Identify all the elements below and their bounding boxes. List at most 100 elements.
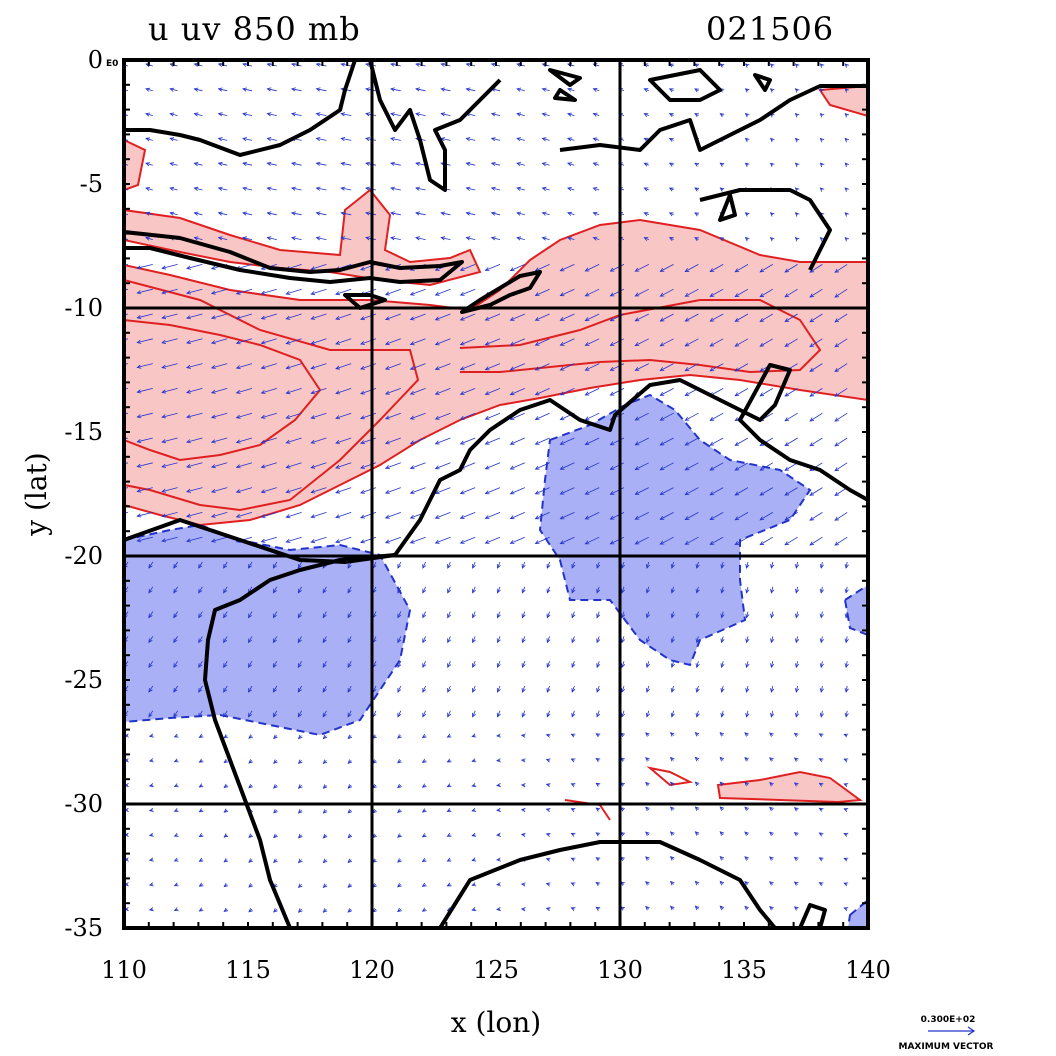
wind-vector-head [266, 211, 272, 216]
wind-vector-head [322, 638, 327, 644]
coastline-islands [648, 68, 722, 102]
wind-vector-head [112, 290, 116, 293]
wind-vector [585, 264, 600, 272]
wind-vector-head [834, 293, 840, 298]
wind-vector [148, 636, 154, 643]
wind-vector [311, 338, 327, 345]
wind-vector-head [496, 733, 501, 738]
wind-vector-head [809, 367, 815, 372]
wind-vector [390, 138, 401, 141]
wind-vector [145, 162, 153, 166]
wind-vector-head [484, 539, 490, 544]
wind-vector-head [440, 236, 446, 241]
wind-vector [137, 437, 153, 443]
wind-vector [211, 288, 228, 294]
wind-vector [546, 636, 550, 643]
wind-vector-head [609, 267, 615, 272]
wind-vector-head [609, 317, 615, 322]
wind-vector-head [759, 392, 765, 397]
wind-vector-head [496, 807, 501, 813]
wind-vector-head [570, 857, 576, 862]
wind-vector-head [596, 663, 601, 669]
wind-vector [198, 710, 203, 718]
wind-vector [261, 412, 277, 419]
wind-vector [542, 212, 550, 216]
wind-vector-head [297, 663, 302, 668]
wind-vector-head [145, 87, 151, 92]
x-axis: 110 115 120 125 130 135 140 x (lon) [101, 956, 891, 1039]
wind-vector-head [694, 113, 700, 118]
wind-vector-head [347, 638, 352, 644]
wind-vector-head [744, 806, 749, 812]
wind-vector [316, 187, 327, 191]
wind-vector-head [596, 588, 601, 594]
wind-vector [170, 212, 178, 216]
wind-vector [610, 338, 625, 346]
wind-vector [236, 437, 253, 443]
coastline-islands [718, 193, 737, 222]
wind-vector [834, 512, 848, 521]
wind-vector [510, 338, 525, 346]
wind-vector [660, 264, 674, 272]
wind-vector [820, 611, 823, 618]
wind-vector [435, 388, 451, 395]
wind-vector-head [521, 638, 526, 644]
wind-vector [447, 561, 451, 569]
wind-vector [441, 138, 451, 141]
wind-vector-head [472, 712, 476, 718]
wind-vector-head [310, 514, 316, 519]
wind-vector-head [694, 88, 700, 93]
wind-vector [746, 661, 749, 668]
wind-vector-head [734, 491, 740, 496]
wind-vector [585, 313, 600, 321]
wind-vector-head [409, 440, 415, 445]
wind-vector-head [496, 832, 501, 837]
wind-vector-head [709, 441, 715, 446]
wind-vector-head [310, 340, 316, 345]
wind-vector-head [784, 442, 790, 447]
wind-vector-head [335, 464, 341, 469]
wind-vector-head [668, 88, 674, 93]
wind-vector-head [340, 161, 346, 166]
wind-vector-head [744, 113, 750, 118]
wind-vector [286, 288, 302, 295]
wind-vector [497, 561, 501, 569]
wind-vector-head [290, 62, 296, 67]
wind-vector [759, 512, 774, 521]
wind-vector [447, 685, 451, 693]
wind-vector [567, 88, 575, 92]
wind-vector-head [148, 907, 154, 912]
wind-vector-head [335, 390, 341, 395]
wind-vector-head [684, 367, 690, 372]
wind-vector-head [446, 758, 452, 763]
wind-vector-head [570, 907, 576, 912]
wind-vector [186, 487, 203, 493]
wind-vector [542, 88, 550, 92]
wind-vector-head [559, 341, 565, 346]
wind-vector-head [434, 465, 440, 470]
wind-vector-head [272, 563, 277, 569]
wind-vector-head [744, 237, 750, 242]
wind-vector-head [186, 265, 191, 270]
wind-vector-head [248, 759, 254, 764]
wind-vector-head [609, 515, 615, 520]
contour-field [124, 84, 868, 928]
wind-vector-head [446, 783, 452, 788]
wind-vector [211, 462, 228, 468]
wind-vector-head [422, 588, 427, 594]
wind-vector-head [434, 514, 440, 519]
wind-vector-head [584, 540, 590, 545]
wind-vector [472, 561, 476, 569]
wind-vector [223, 561, 228, 569]
wind-vector [567, 113, 575, 116]
wind-vector-head [534, 465, 540, 470]
wind-vector [447, 611, 451, 618]
wind-vector [460, 313, 476, 321]
wind-vector-head [421, 882, 427, 887]
wind-vector [734, 288, 749, 297]
wind-vector-head [471, 783, 477, 788]
wind-vector-head [745, 638, 750, 644]
negative-u-region [843, 583, 868, 637]
wind-vector-head [744, 212, 750, 217]
wind-vector-head [695, 688, 700, 693]
